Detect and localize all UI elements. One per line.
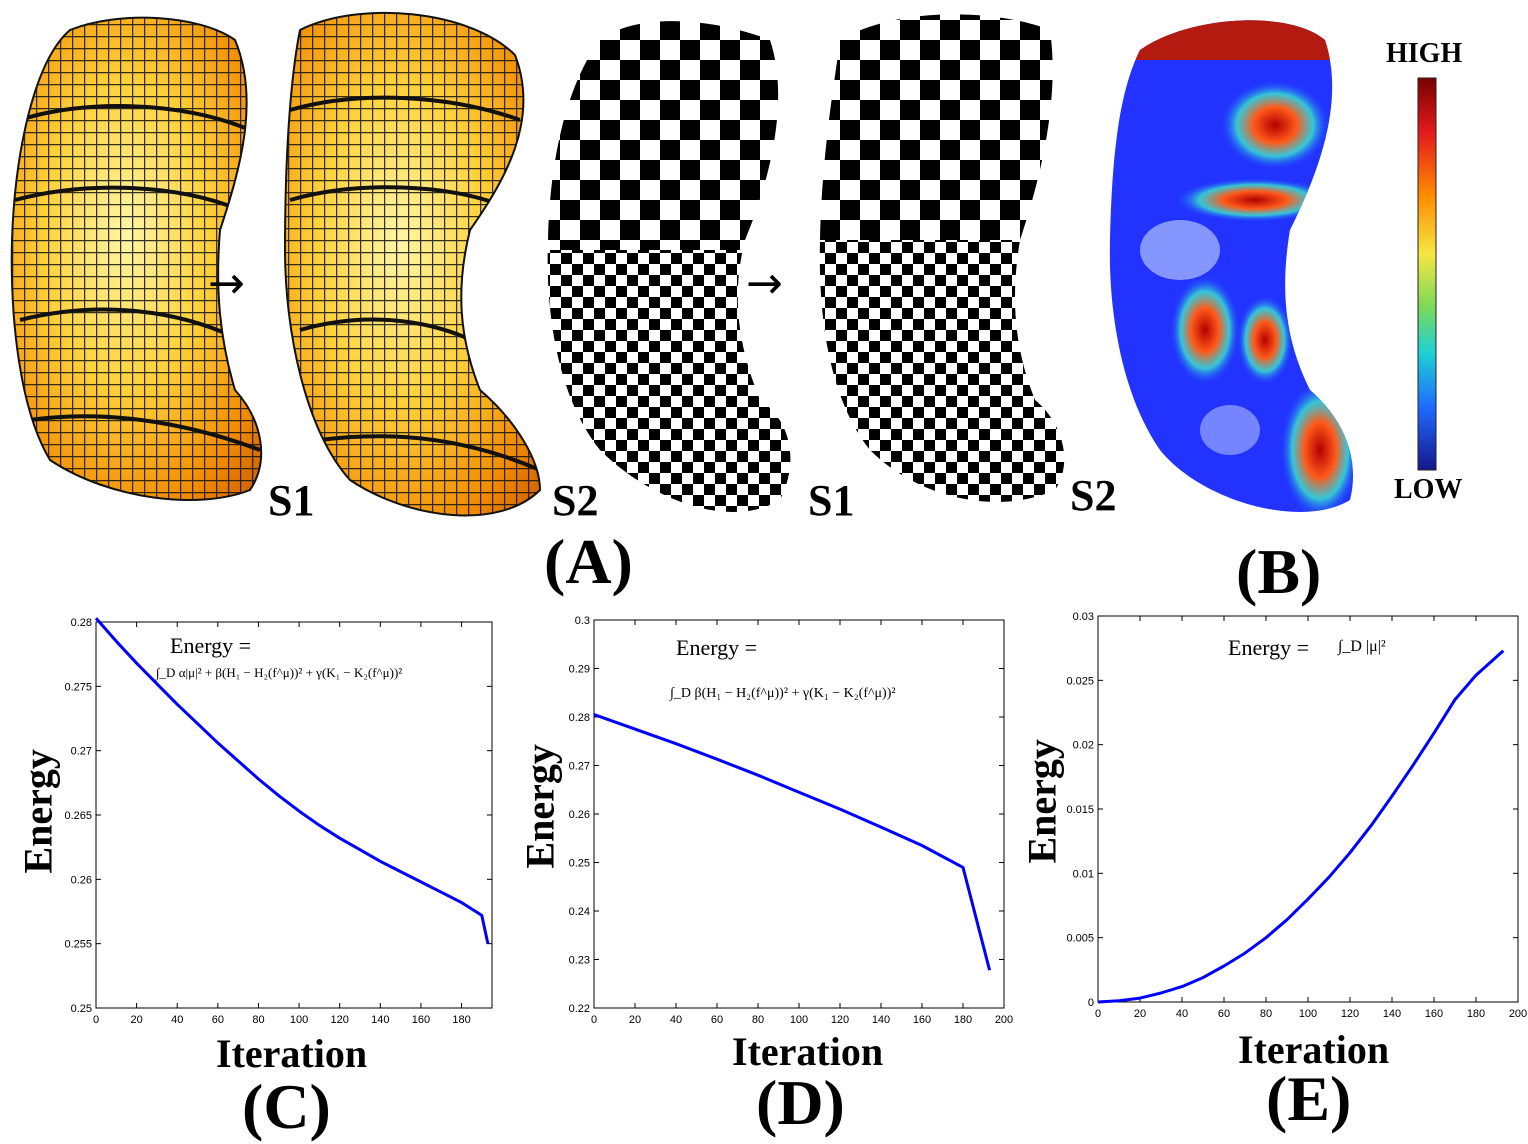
- surface-panels: [10, 11, 1437, 517]
- chart-c-formula-title: Energy =: [170, 633, 252, 658]
- panel-label-c: (C): [242, 1071, 331, 1142]
- x-tick-label: 80: [252, 1014, 264, 1026]
- surface-label-s2: S2: [1070, 471, 1117, 520]
- energy-series-line-e: [1097, 649, 1505, 1004]
- x-tick-label: 60: [212, 1014, 224, 1026]
- x-tick-label: 0: [93, 1014, 99, 1026]
- surface-label-s2: S2: [552, 476, 599, 525]
- surface-s2-checkerboard: [819, 14, 1065, 502]
- x-tick-label: 80: [1260, 1008, 1272, 1020]
- x-tick-label: 160: [412, 1014, 430, 1026]
- x-tick-label: 140: [1383, 1008, 1401, 1020]
- plot-area-d: [593, 619, 1005, 1009]
- colorbar: [1417, 77, 1437, 471]
- y-tick-label: 0: [1088, 997, 1094, 1009]
- chart-e-ylabel: Energy: [1019, 739, 1065, 864]
- x-tick-label: 100: [790, 1014, 808, 1026]
- y-tick-label: 0.025: [1066, 675, 1094, 687]
- panel-label-e: (E): [1266, 1063, 1352, 1134]
- x-tick-label: 0: [591, 1014, 597, 1026]
- colorbar-low-label: LOW: [1394, 474, 1463, 505]
- x-tick-label: 20: [1134, 1008, 1146, 1020]
- x-tick-label: 0: [1095, 1008, 1101, 1020]
- y-tick-label: 0.22: [569, 1003, 590, 1015]
- y-tick-label: 0.25: [569, 858, 590, 870]
- x-tick-label: 200: [1509, 1008, 1527, 1020]
- y-tick-label: 0.27: [71, 746, 92, 758]
- y-tick-label: 0.26: [569, 809, 590, 821]
- chart-e-formula-body: ∫_D |μ|²: [1338, 638, 1386, 655]
- y-tick-label: 0.28: [71, 617, 92, 629]
- y-tick-label: 0.27: [569, 761, 590, 773]
- chart-d-ylabel: Energy: [517, 744, 563, 869]
- y-tick-label: 0.255: [64, 939, 92, 951]
- y-tick-label: 0.03: [1073, 611, 1094, 623]
- heatmap-surface: [1109, 20, 1354, 512]
- y-tick-label: 0.29: [569, 664, 590, 676]
- chart-d-formula-body: ∫_D β(H₁ − H₂(f^μ))² + γ(K₁ − K₂(f^μ))²: [670, 686, 896, 701]
- y-tick-label: 0.28: [569, 712, 590, 724]
- chart-d-formula-title: Energy =: [676, 635, 758, 660]
- x-tick-label: 80: [752, 1014, 764, 1026]
- x-tick-label: 20: [629, 1014, 641, 1026]
- x-tick-label: 140: [371, 1014, 389, 1026]
- surface-label-s1: S1: [268, 476, 315, 525]
- energy-series-line-c: [94, 617, 490, 945]
- y-tick-label: 0.26: [71, 874, 92, 886]
- x-tick-label: 40: [171, 1014, 183, 1026]
- x-tick-label: 100: [1299, 1008, 1317, 1020]
- energy-chart-e: 0 20 40 60 80 100 120 140 160 180 200 0 0.005 0.01 0.0…: [1066, 611, 1527, 1020]
- y-tick-label: 0.015: [1066, 804, 1094, 816]
- x-tick-label: 40: [1176, 1008, 1188, 1020]
- plot-area-e: [1097, 615, 1519, 1003]
- chart-c-formula-body: ∫_D α|μ|² + β(H₁ − H₂(f^μ))² + γ(K₁ − K₂…: [156, 665, 403, 680]
- energy-series-line-d: [593, 713, 992, 971]
- panel-label-d: (D): [756, 1067, 845, 1138]
- surface-s2-mesh: [283, 11, 542, 517]
- y-tick-label: 0.23: [569, 955, 590, 967]
- chart-d-xlabel: Iteration: [732, 1029, 884, 1074]
- plot-area-c: [95, 621, 493, 1009]
- y-tick-label: 0.24: [569, 906, 590, 918]
- x-tick-label: 40: [670, 1014, 682, 1026]
- y-tick-label: 0.25: [71, 1003, 92, 1015]
- y-tick-label: 0.3: [575, 615, 590, 627]
- energy-chart-d: 0 20 40 60 80 100 120 140 160 180 200 0.22 0.23 0.24 0…: [569, 615, 1014, 1026]
- x-tick-label: 120: [1341, 1008, 1359, 1020]
- y-tick-label: 0.275: [64, 681, 92, 693]
- chart-c-ylabel: Energy: [15, 749, 61, 874]
- y-tick-label: 0.02: [1073, 740, 1094, 752]
- y-tick-label: 0.005: [1066, 933, 1094, 945]
- x-tick-label: 160: [913, 1014, 931, 1026]
- surface-label-s1: S1: [808, 476, 855, 525]
- x-tick-label: 180: [452, 1014, 470, 1026]
- energy-chart-c: 0 20 40 60 80 100 120 140 160 180 0.25 0.255 0.26 0.2…: [64, 617, 493, 1026]
- chart-c-xlabel: Iteration: [216, 1031, 368, 1076]
- x-tick-label: 120: [831, 1014, 849, 1026]
- arrow-icon: →: [208, 258, 245, 309]
- x-tick-label: 200: [995, 1014, 1013, 1026]
- x-tick-label: 180: [1467, 1008, 1485, 1020]
- colorbar-high-label: HIGH: [1386, 38, 1463, 69]
- y-tick-label: 0.01: [1073, 868, 1094, 880]
- x-tick-label: 120: [331, 1014, 349, 1026]
- x-tick-label: 20: [130, 1014, 142, 1026]
- x-tick-label: 100: [290, 1014, 308, 1026]
- chart-e-xlabel: Iteration: [1238, 1027, 1390, 1072]
- chart-e-formula-title: Energy =: [1228, 635, 1310, 660]
- x-tick-label: 60: [711, 1014, 723, 1026]
- x-tick-label: 140: [872, 1014, 890, 1026]
- x-tick-label: 160: [1425, 1008, 1443, 1020]
- x-tick-label: 180: [954, 1014, 972, 1026]
- arrow-icon: →: [746, 258, 783, 309]
- panel-label-a: (A): [544, 526, 633, 597]
- panel-label-b: (B): [1236, 536, 1322, 607]
- x-tick-label: 60: [1218, 1008, 1230, 1020]
- y-tick-label: 0.265: [64, 810, 92, 822]
